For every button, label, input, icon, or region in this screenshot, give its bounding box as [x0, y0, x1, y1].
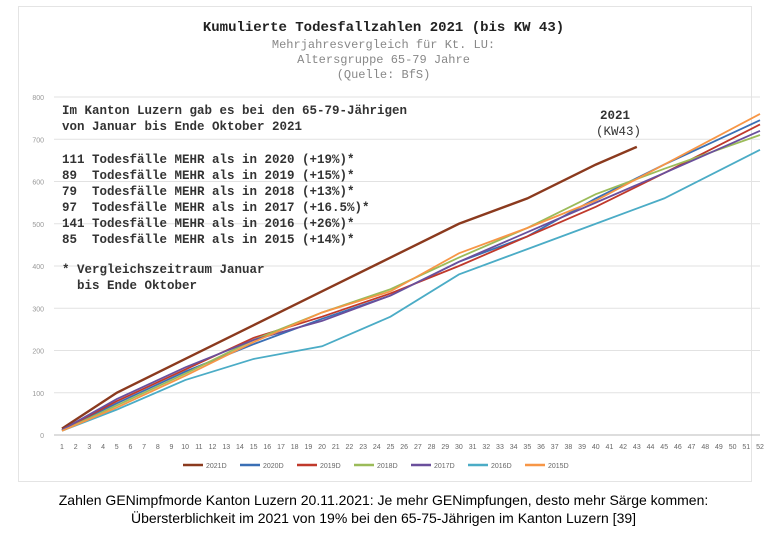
- x-tick-label: 13: [222, 444, 230, 451]
- series-line-2015D: [61, 113, 761, 432]
- x-tick-label: 10: [181, 444, 189, 451]
- x-tick-label: 11: [195, 444, 202, 451]
- series-line-2016D: [61, 149, 761, 432]
- x-tick-label: 22: [346, 444, 354, 451]
- x-tick-label: 6: [128, 444, 132, 451]
- x-tick-label: 45: [660, 444, 668, 451]
- x-tick-label: 29: [441, 444, 449, 451]
- x-tick-label: 39: [578, 444, 586, 451]
- x-tick-label: 18: [291, 444, 299, 451]
- x-tick-label: 47: [688, 444, 696, 451]
- annotation-2021: 2021: [600, 109, 631, 123]
- x-tick-label: 44: [647, 444, 655, 451]
- x-tick-label: 12: [209, 444, 217, 451]
- x-tick-label: 21: [332, 444, 340, 451]
- x-tick-label: 24: [373, 444, 381, 451]
- x-tick-label: 40: [592, 444, 600, 451]
- chart-subtitle-1: Mehrjahresvergleich für Kt. LU:: [271, 38, 496, 52]
- chart-subtitle-2: Altersgruppe 65-79 Jahre: [297, 53, 470, 67]
- legend-label: 2019D: [320, 463, 341, 470]
- y-tick-label: 200: [32, 349, 44, 356]
- annotation-row: 141 Todesfälle MEHR als in 2016 (+26%)*: [62, 217, 355, 231]
- x-tick-label: 41: [606, 444, 614, 451]
- x-tick-label: 16: [263, 444, 271, 451]
- chart-title: Kumulierte Todesfallzahlen 2021 (bis KW …: [202, 20, 565, 36]
- x-tick-label: 8: [156, 444, 160, 451]
- x-tick-label: 9: [170, 444, 174, 451]
- annotation-footnote: * Vergleichszeitraum Januar bis Ende Okt…: [62, 263, 265, 293]
- x-tick-label: 7: [142, 444, 146, 451]
- series-line-2019D: [61, 123, 761, 431]
- x-tick-label: 27: [414, 444, 422, 451]
- legend-label: 2017D: [434, 463, 455, 470]
- x-tick-label: 31: [469, 444, 477, 451]
- x-tick-label: 14: [236, 444, 244, 451]
- x-tick-label: 30: [455, 444, 463, 451]
- x-tick-label: 35: [523, 444, 531, 451]
- x-tick-label: 15: [250, 444, 258, 451]
- x-tick-label: 4: [101, 444, 105, 451]
- caption-line-1: Zahlen GENimpfmorde Kanton Luzern 20.11.…: [58, 492, 709, 508]
- chart-subtitle-3: (Quelle: BfS): [336, 68, 431, 82]
- x-tick-label: 43: [633, 444, 641, 451]
- x-tick-label: 33: [496, 444, 504, 451]
- x-tick-label: 3: [87, 444, 91, 451]
- x-tick-label: 38: [564, 444, 572, 451]
- x-tick-label: 17: [277, 444, 285, 451]
- x-tick-label: 49: [715, 444, 723, 451]
- x-tick-label: 5: [115, 444, 119, 451]
- y-tick-label: 500: [32, 222, 44, 229]
- x-tick-label: 37: [551, 444, 559, 451]
- y-tick-label: 400: [32, 264, 44, 271]
- x-tick-label: 26: [400, 444, 408, 451]
- x-tick-label: 51: [742, 444, 750, 451]
- annotation-row: 85 Todesfälle MEHR als in 2015 (+14%)*: [62, 233, 355, 247]
- y-tick-label: 800: [32, 95, 44, 102]
- x-tick-label: 28: [428, 444, 436, 451]
- x-tick-label: 42: [619, 444, 627, 451]
- y-tick-label: 600: [32, 180, 44, 187]
- x-tick-label: 23: [359, 444, 367, 451]
- x-tick-label: 1: [60, 444, 64, 451]
- y-tick-label: 100: [32, 391, 44, 398]
- x-tick-label: 20: [318, 444, 326, 451]
- legend-label: 2016D: [491, 463, 512, 470]
- x-tick-label: 48: [701, 444, 709, 451]
- annotation-row: 79 Todesfälle MEHR als in 2018 (+13%)*: [62, 185, 355, 199]
- annotation-intro: Im Kanton Luzern gab es bei den 65-79-Jä…: [62, 104, 408, 134]
- x-tick-label: 50: [729, 444, 737, 451]
- legend-label: 2018D: [377, 463, 398, 470]
- chart-frame: [18, 6, 752, 482]
- legend-label: 2021D: [206, 463, 227, 470]
- x-tick-label: 52: [756, 444, 764, 451]
- annotation-row: 111 Todesfälle MEHR als in 2020 (+19%)*: [62, 153, 355, 167]
- series-line-2018D: [61, 134, 761, 432]
- series-line-2017D: [61, 129, 761, 431]
- legend-label: 2020D: [263, 463, 284, 470]
- x-tick-label: 19: [304, 444, 312, 451]
- series-line-2021D: [61, 145, 638, 430]
- legend-label: 2015D: [548, 463, 569, 470]
- x-tick-label: 2: [74, 444, 78, 451]
- y-tick-label: 700: [32, 137, 44, 144]
- annotation-row: 89 Todesfälle MEHR als in 2019 (+15%)*: [62, 169, 355, 183]
- annotation-row: 97 Todesfälle MEHR als in 2017 (+16.5%)*: [62, 201, 370, 215]
- caption-line-2: Übersterblichkeit im 2021 von 19% bei de…: [130, 510, 637, 526]
- annotation-kw43: (KW43): [596, 125, 642, 139]
- x-tick-label: 32: [482, 444, 490, 451]
- y-tick-label: 0: [40, 433, 44, 440]
- x-tick-label: 34: [510, 444, 518, 451]
- x-tick-label: 36: [537, 444, 545, 451]
- y-tick-label: 300: [32, 306, 44, 313]
- x-tick-label: 46: [674, 444, 682, 451]
- x-tick-label: 25: [387, 444, 395, 451]
